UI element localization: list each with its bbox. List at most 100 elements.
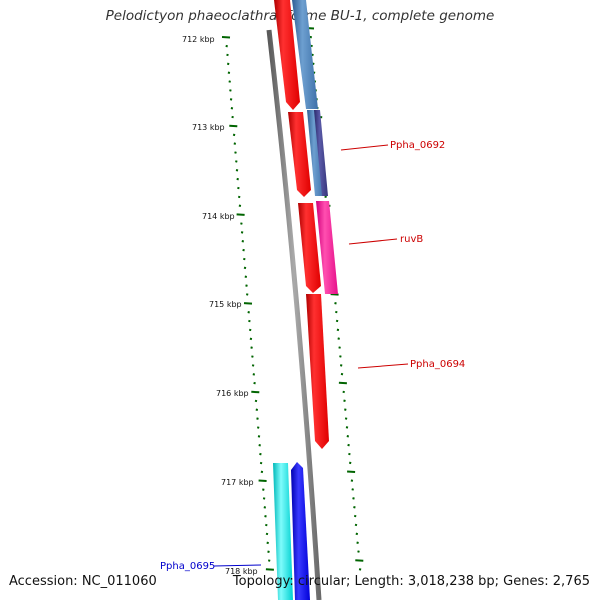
scale-tick-minor (343, 399, 346, 402)
cds-feature[interactable] (314, 110, 328, 196)
tick-label-713: 713 kbp (192, 123, 225, 132)
scale-tick-minor (335, 310, 338, 314)
scale-tick-minor (324, 195, 327, 198)
cds-feature[interactable] (288, 112, 311, 197)
scale-tick-minor (245, 293, 249, 296)
scale-tick-minor (334, 302, 337, 305)
gene-label-ppha0695[interactable]: Ppha_0695 (160, 561, 215, 572)
scale-tick-minor (240, 231, 244, 234)
scale-tick-minor (226, 62, 230, 66)
scale-tick-minor (260, 470, 264, 474)
tick-label-717: 717 kbp (221, 478, 254, 487)
scale-tick-minor (257, 435, 261, 438)
scale-tick-minor (253, 381, 256, 385)
scale-tick-minor (228, 80, 231, 83)
cds-feature[interactable] (298, 203, 321, 293)
scale-tick-minor (265, 532, 269, 536)
scale-tick-minor (229, 98, 233, 101)
scale-tick-minor (358, 568, 362, 571)
scale-tick-minor (340, 372, 344, 376)
scale-tick-minor (344, 417, 348, 420)
scale-tick-minor (234, 151, 237, 154)
scale-tick-minor (345, 426, 349, 429)
scale-tick-minor (255, 408, 259, 411)
scale-tick-minor (243, 266, 247, 270)
scale-tick-minor (241, 240, 245, 243)
scale-tick-minor (232, 133, 236, 137)
scale-tick-minor (353, 506, 356, 509)
scale-tick-minor (354, 523, 358, 527)
scale-tick-minor (337, 337, 340, 340)
scale-tick-major (243, 302, 253, 305)
scale-tick-minor (231, 115, 234, 119)
scale-tick-minor (342, 390, 345, 394)
label-line-ppha0694 (357, 363, 409, 369)
scale-tick-minor (247, 311, 250, 314)
scale-tick-minor (348, 461, 352, 465)
scale-tick-minor (245, 284, 248, 287)
scale-tick-minor (238, 204, 242, 207)
scale-tick-minor (230, 107, 234, 110)
scale-tick-minor (266, 541, 269, 545)
scale-tick-minor (346, 435, 350, 438)
scale-tick-minor (258, 444, 261, 447)
cds-feature[interactable] (292, 0, 318, 109)
scale-tick-minor (240, 222, 243, 225)
genome-backbone (266, 29, 322, 600)
scale-tick-minor (339, 355, 342, 358)
scale-tick-minor (263, 506, 267, 509)
cds-feature[interactable] (291, 462, 310, 600)
tick-label-718: 718 kbp (225, 567, 258, 576)
label-line-ppha0692 (340, 144, 389, 151)
scale-tick-minor (237, 186, 240, 190)
scale-tick-minor (229, 89, 232, 92)
scale-tick-minor (251, 364, 255, 367)
scale-tick-minor (252, 373, 256, 376)
scale-tick-minor (242, 248, 245, 252)
scale-tick-major (355, 559, 364, 562)
scale-tick-minor (256, 417, 259, 420)
scale-tick-minor (353, 514, 357, 518)
scale-tick-minor (227, 71, 231, 74)
scale-tick-minor (250, 346, 253, 349)
scale-labels: 712 kbp 713 kbp 714 kbp 715 kbp 716 kbp … (182, 35, 258, 576)
cds-feature[interactable] (316, 201, 338, 294)
scale-tick-minor (262, 497, 266, 500)
scale-tick-minor (254, 399, 258, 403)
scale-tick-minor (259, 452, 262, 456)
scale-tick-minor (338, 346, 341, 349)
scale-tick-minor (264, 515, 267, 518)
cds-feature[interactable] (307, 110, 324, 196)
scale-tick-minor (352, 497, 355, 500)
tick-label-716: 716 kbp (216, 389, 249, 398)
scale-tick-minor (350, 479, 354, 482)
scale-tick-minor (233, 142, 237, 145)
gene-label-ruvb[interactable]: ruvB (400, 234, 423, 245)
scale-tick-minor (335, 319, 339, 323)
gene-label-ppha0692[interactable]: Ppha_0692 (390, 140, 445, 151)
tick-label-715: 715 kbp (209, 300, 242, 309)
scale-tick-minor (235, 169, 239, 172)
scale-tick-minor (309, 35, 313, 39)
cds-feature[interactable] (274, 0, 300, 110)
scale-tick-minor (236, 177, 239, 181)
gene-label-ppha0694[interactable]: Ppha_0694 (410, 359, 465, 370)
scale-tick-minor (267, 559, 271, 562)
scale-tick-minor (267, 550, 270, 553)
scale-tick-minor (251, 355, 254, 358)
scale-tick-minor (357, 550, 360, 553)
scale-tick-minor (225, 44, 228, 48)
scale-tick-minor (348, 452, 351, 456)
scale-tick-minor (347, 443, 350, 447)
cds-feature[interactable] (273, 463, 293, 600)
scale-tick-minor (248, 319, 251, 323)
gene-labels: Ppha_0692 ruvB Ppha_0694 Ppha_0695 (160, 140, 465, 572)
scale-tick-minor (248, 328, 252, 332)
scale-tick-major (229, 124, 238, 128)
cds-feature[interactable] (306, 294, 329, 449)
scale-tick-minor (355, 532, 359, 536)
scale-tick-major (258, 479, 267, 482)
scale-tick-major (221, 36, 231, 39)
scale-ticks-left (221, 36, 274, 571)
